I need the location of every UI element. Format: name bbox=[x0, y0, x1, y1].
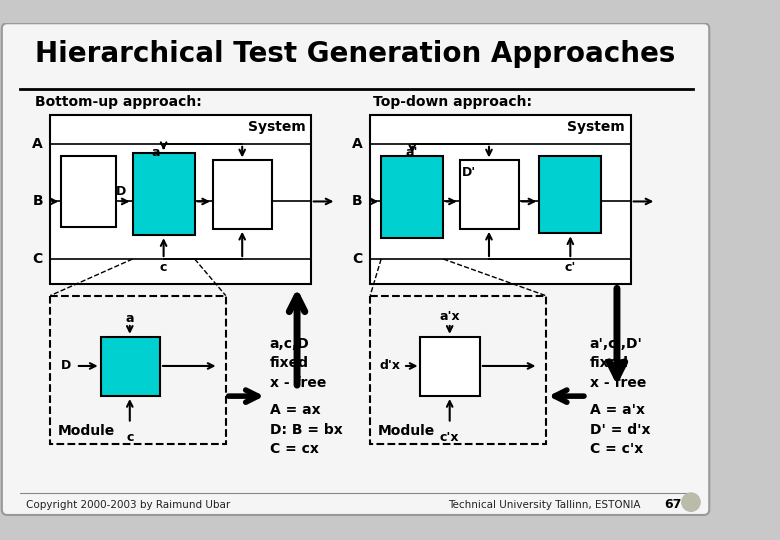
Bar bbox=[62, 156, 116, 227]
Text: B: B bbox=[353, 194, 363, 208]
Text: C: C bbox=[33, 252, 43, 266]
Text: A = a'x
D' = d'x
C = c'x: A = a'x D' = d'x C = c'x bbox=[590, 403, 650, 456]
Text: Technical University Tallinn, ESTONIA: Technical University Tallinn, ESTONIA bbox=[448, 500, 640, 510]
Text: D': D' bbox=[462, 166, 476, 179]
Text: a': a' bbox=[406, 146, 418, 159]
Text: Module: Module bbox=[378, 424, 434, 438]
FancyBboxPatch shape bbox=[2, 23, 709, 515]
Text: c: c bbox=[126, 431, 133, 444]
Text: D: D bbox=[116, 185, 126, 198]
Text: D: D bbox=[62, 360, 72, 373]
Bar bbox=[50, 295, 225, 444]
Text: c: c bbox=[160, 261, 167, 274]
Text: Bottom-up approach:: Bottom-up approach: bbox=[35, 94, 201, 109]
Bar bbox=[459, 160, 519, 229]
Bar bbox=[370, 295, 546, 444]
Text: Module: Module bbox=[58, 424, 115, 438]
Text: A: A bbox=[352, 137, 363, 151]
Bar bbox=[381, 156, 443, 238]
Text: System: System bbox=[567, 120, 626, 134]
Text: a,c,D
fixed
x - free: a,c,D fixed x - free bbox=[270, 337, 326, 390]
Bar bbox=[133, 153, 195, 235]
Text: c'x: c'x bbox=[440, 431, 459, 444]
Text: Hierarchical Test Generation Approaches: Hierarchical Test Generation Approaches bbox=[35, 39, 675, 68]
Text: C: C bbox=[353, 252, 363, 266]
Bar bbox=[50, 114, 310, 284]
Text: System: System bbox=[247, 120, 305, 134]
Text: A: A bbox=[32, 137, 43, 151]
Text: a'x: a'x bbox=[439, 310, 460, 323]
Bar bbox=[539, 156, 601, 233]
Text: 67: 67 bbox=[664, 498, 682, 511]
Bar bbox=[420, 337, 480, 396]
Bar bbox=[101, 337, 160, 396]
Text: Top-down approach:: Top-down approach: bbox=[373, 94, 532, 109]
Text: a: a bbox=[151, 146, 160, 159]
Bar bbox=[213, 160, 272, 229]
Text: A = ax
D: B = bx
C = cx: A = ax D: B = bx C = cx bbox=[270, 403, 342, 456]
Text: d'x: d'x bbox=[379, 360, 400, 373]
Text: c': c' bbox=[565, 261, 576, 274]
Text: a',c',D'
fixed
x - free: a',c',D' fixed x - free bbox=[590, 337, 646, 390]
Text: a: a bbox=[126, 312, 134, 325]
Text: Copyright 2000-2003 by Raimund Ubar: Copyright 2000-2003 by Raimund Ubar bbox=[26, 500, 230, 510]
Text: B: B bbox=[32, 194, 43, 208]
Circle shape bbox=[682, 493, 700, 511]
Bar bbox=[370, 114, 631, 284]
